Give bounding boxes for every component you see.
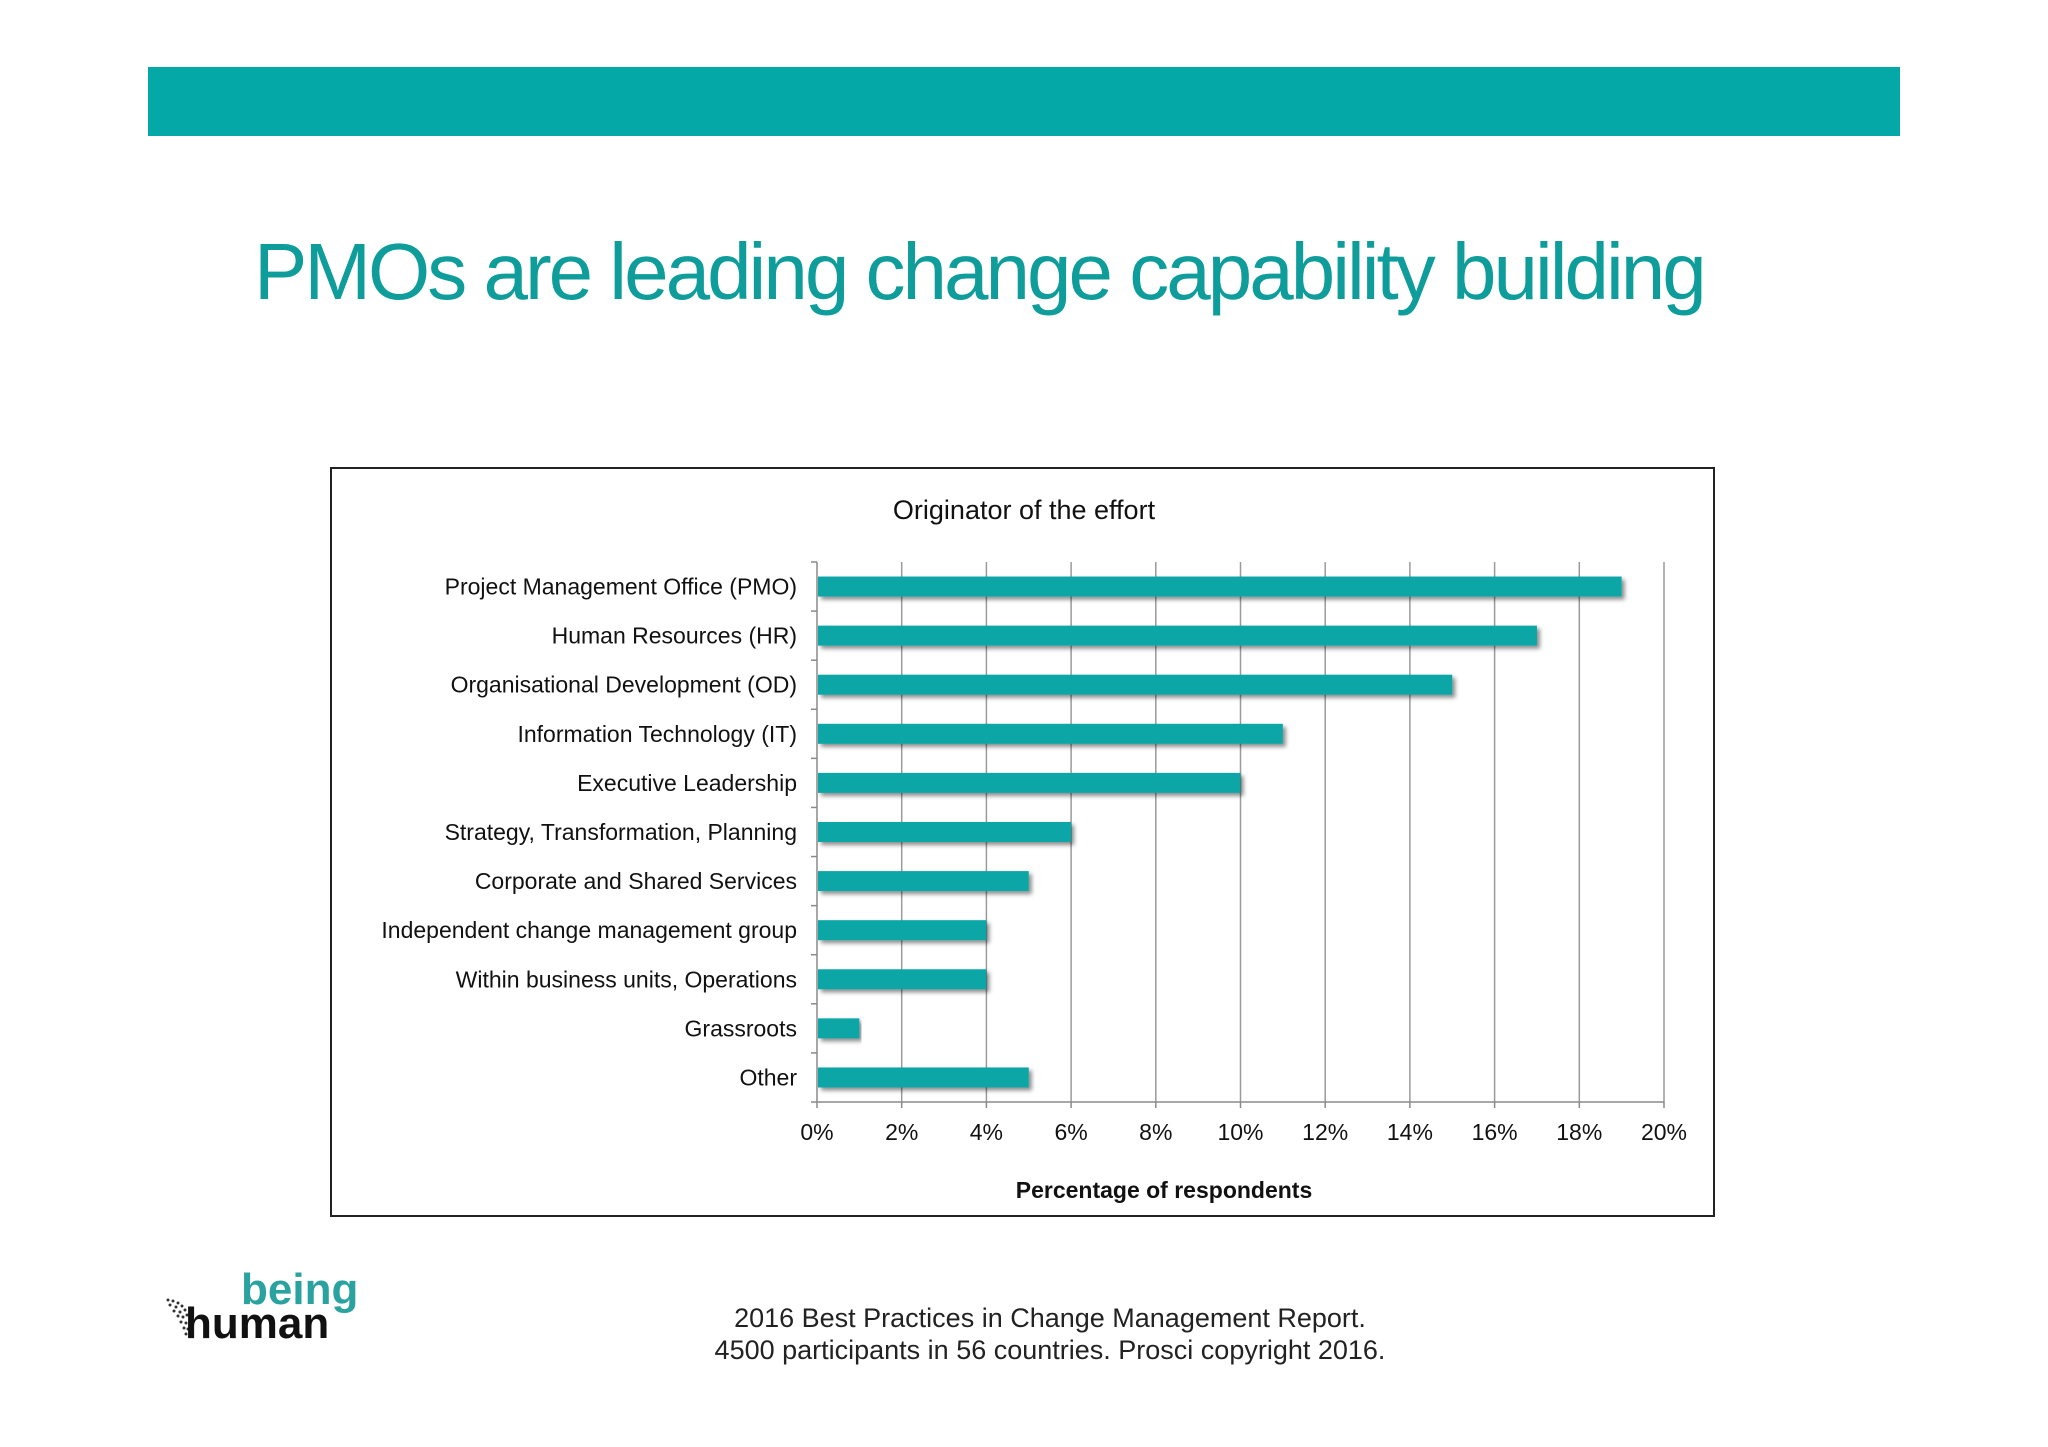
category-label: Strategy, Transformation, Planning [445, 819, 797, 845]
x-tick-label: 12% [1302, 1119, 1348, 1145]
source-line-2: 4500 participants in 56 countries. Prosc… [714, 1335, 1386, 1365]
bar [818, 576, 1622, 597]
bar-chart: Originator of the effort 0% 2% 4% 6% 8% 10% 12%… [381, 495, 1687, 1203]
category-label: Corporate and Shared Services [475, 868, 797, 894]
x-tick-label: 18% [1556, 1119, 1602, 1145]
x-tick-label: 2% [885, 1119, 918, 1145]
category-label: Human Resources (HR) [552, 623, 797, 649]
bar [818, 674, 1453, 695]
bar [818, 625, 1537, 646]
x-tick-label: 6% [1054, 1119, 1087, 1145]
x-tick-label: 8% [1139, 1119, 1172, 1145]
header-band [148, 67, 1900, 136]
bar [818, 772, 1241, 793]
being-human-logo: being human [165, 1268, 395, 1348]
bar [818, 1018, 860, 1039]
x-tick-label: 20% [1641, 1119, 1687, 1145]
x-tick-label: 0% [800, 1119, 833, 1145]
source-line-1: 2016 Best Practices in Change Management… [734, 1303, 1366, 1333]
category-label: Other [739, 1064, 797, 1090]
x-tick-label: 16% [1472, 1119, 1518, 1145]
logo-word-being: being [241, 1265, 359, 1314]
category-label: Independent change management group [381, 917, 797, 943]
bar [818, 822, 1072, 842]
category-label: Within business units, Operations [456, 966, 797, 992]
category-label: Grassroots [685, 1015, 797, 1041]
x-axis-title: Percentage of respondents [1016, 1177, 1313, 1203]
category-label: Information Technology (IT) [517, 721, 797, 747]
logo-dots-icon [166, 1298, 190, 1336]
chart-frame: Originator of the effort 0% 2% 4% 6% 8% 10% 12%… [330, 467, 1715, 1217]
chart-title: Originator of the effort [893, 495, 1156, 525]
category-label: Project Management Office (PMO) [445, 574, 797, 600]
category-label: Organisational Development (OD) [451, 672, 797, 698]
x-tick-label: 10% [1217, 1119, 1263, 1145]
category-label: Executive Leadership [577, 770, 797, 796]
slide-title: PMOs are leading change capability build… [254, 227, 1707, 316]
bar [818, 1067, 1029, 1088]
x-tick-label: 4% [970, 1119, 1003, 1145]
bar [818, 920, 987, 941]
logo-word-human: human [185, 1299, 330, 1348]
bar [818, 723, 1283, 744]
x-tick-label: 14% [1387, 1119, 1433, 1145]
bar [818, 871, 1029, 892]
bar [818, 969, 987, 990]
source-note: 2016 Best Practices in Change Management… [660, 1302, 1440, 1366]
